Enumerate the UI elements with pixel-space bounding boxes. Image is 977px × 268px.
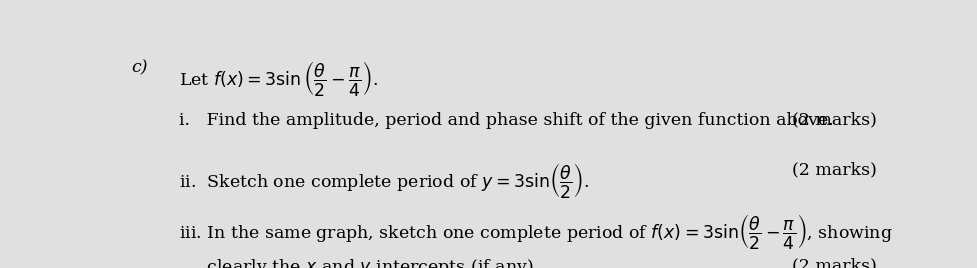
Text: clearly the $x$ and $y$ intercepts (if any).: clearly the $x$ and $y$ intercepts (if a…	[179, 257, 538, 268]
Text: (2 marks): (2 marks)	[790, 257, 875, 268]
Text: c): c)	[131, 59, 148, 76]
Text: i.   Find the amplitude, period and phase shift of the given function above.: i. Find the amplitude, period and phase …	[179, 111, 833, 129]
Text: iii. In the same graph, sketch one complete period of $f(x) = 3\sin\!\left(\dfra: iii. In the same graph, sketch one compl…	[179, 212, 892, 251]
Text: ii.  Sketch one complete period of $y = 3\sin\!\left(\dfrac{\theta}{2}\right)$.: ii. Sketch one complete period of $y = 3…	[179, 161, 589, 200]
Text: (2 marks): (2 marks)	[790, 111, 875, 129]
Text: (2 marks): (2 marks)	[790, 161, 875, 178]
Text: Let $f(x) = 3\sin\left(\dfrac{\theta}{2} - \dfrac{\pi}{4}\right)$.: Let $f(x) = 3\sin\left(\dfrac{\theta}{2}…	[179, 59, 378, 98]
